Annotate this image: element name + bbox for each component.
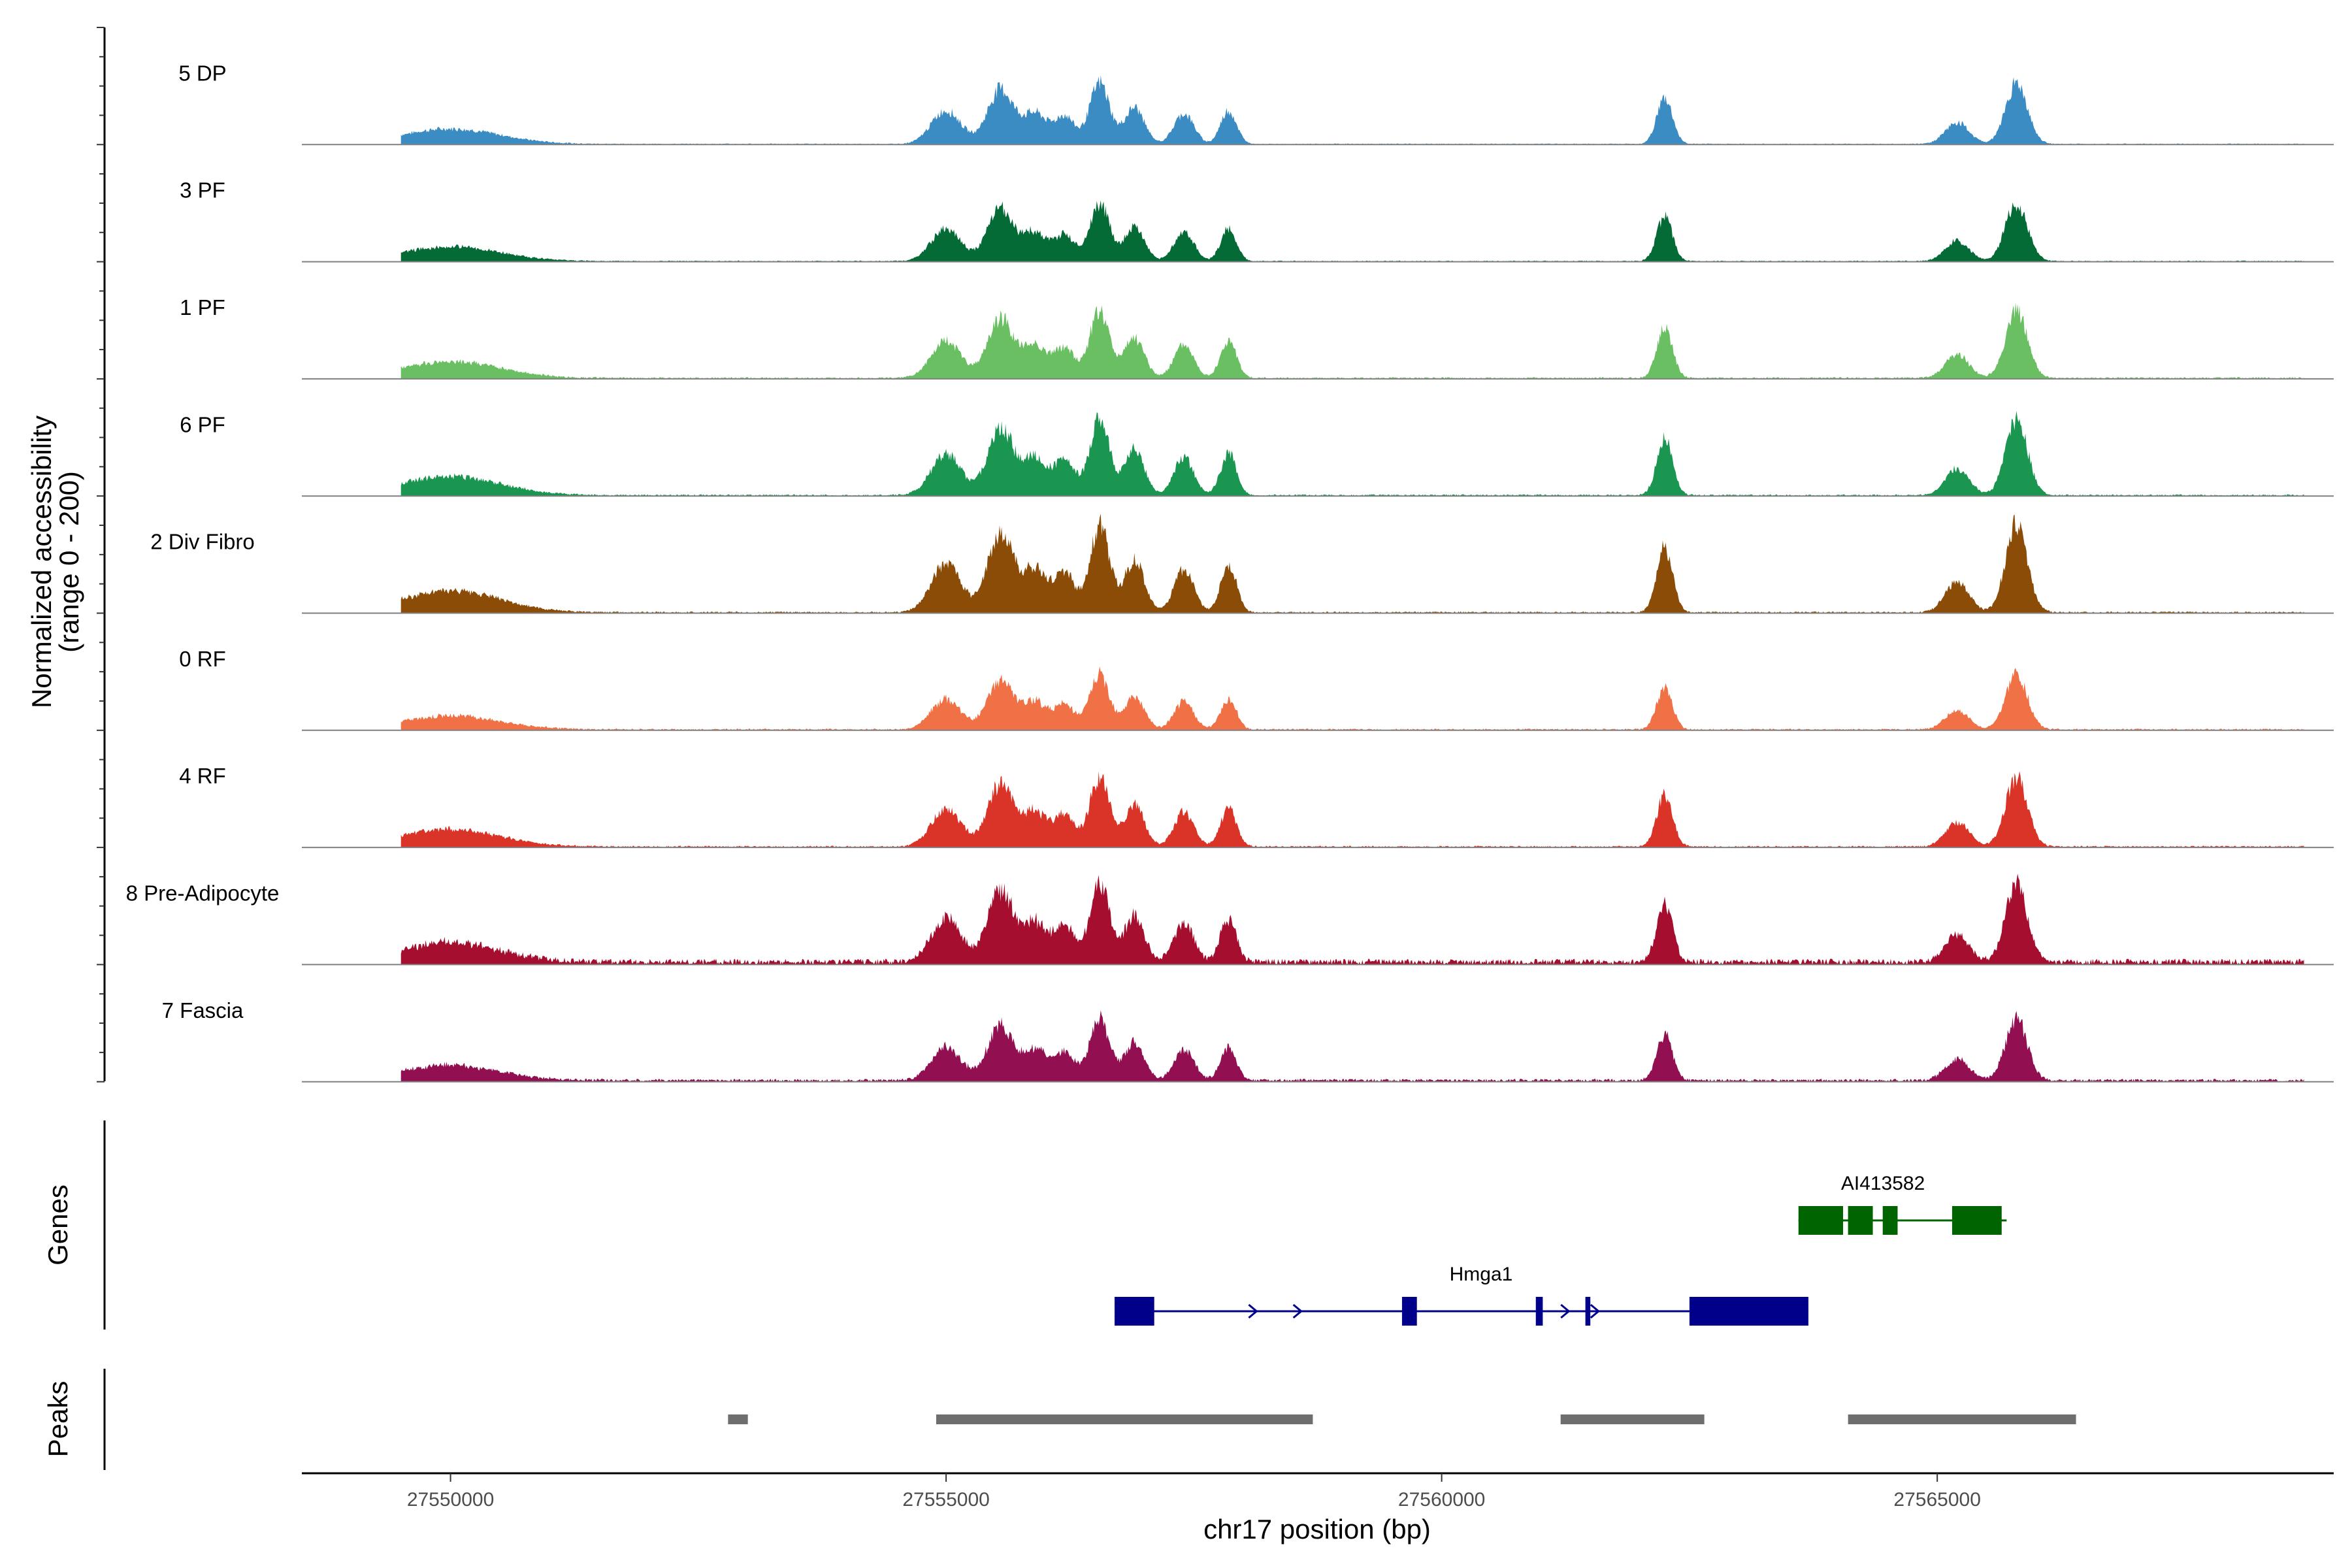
track-label-6-pf: 6 PF	[180, 412, 225, 436]
x-axis-title: chr17 position (bp)	[1203, 1514, 1431, 1544]
peak-region	[1560, 1414, 1705, 1424]
y-axis-range-label: (range 0 - 200)	[54, 471, 84, 653]
genes-track-label: Genes	[42, 1184, 73, 1266]
coverage-area-4-rf	[400, 771, 2304, 848]
x-tick-label: 27550000	[407, 1489, 494, 1511]
coverage-y-ticks	[97, 27, 105, 1083]
track-label-0-rf: 0 RF	[179, 647, 226, 671]
coverage-area-0-rf	[400, 666, 2304, 730]
coverage-area-7-fascia	[400, 1010, 2304, 1082]
track-label-8-pre-adipocyte: 8 Pre-Adipocyte	[126, 881, 280, 906]
coverage-area-8-pre-adipocyte	[400, 874, 2304, 965]
gene-label-hmga1: Hmga1	[1450, 1264, 1513, 1285]
strand-arrow	[1248, 1303, 1258, 1319]
gene-exon	[1798, 1206, 1844, 1235]
strand-arrow	[1560, 1303, 1571, 1319]
coverage-area-1-pf	[400, 302, 2304, 379]
y-axis-title: Normalized accessibility	[26, 416, 57, 708]
x-tick-label: 27555000	[902, 1489, 989, 1511]
track-label-4-rf: 4 RF	[179, 764, 226, 788]
gene-exon	[1535, 1297, 1543, 1326]
peak-region	[1848, 1414, 2076, 1424]
x-tick-label: 27560000	[1398, 1489, 1485, 1511]
genes-track: AI413582 Hmga1	[1114, 1173, 2007, 1326]
coverage-area-5-dp	[400, 75, 2304, 145]
gene-exon	[1115, 1297, 1154, 1326]
strand-arrow	[1590, 1303, 1601, 1319]
gene-exon	[1848, 1206, 1873, 1235]
track-label-3-pf: 3 PF	[180, 178, 225, 203]
track-label-5-dp: 5 DP	[178, 61, 226, 85]
gene-exon	[1689, 1297, 1808, 1326]
peaks-track	[728, 1414, 2076, 1424]
gene-exon	[1585, 1297, 1591, 1326]
track-label-7-fascia: 7 Fascia	[162, 998, 244, 1022]
gene-ai413582: AI413582	[1798, 1173, 2007, 1235]
track-label-2-div-fibro: 2 Div Fibro	[150, 530, 255, 554]
x-axis-ticks: 27550000 27555000 27560000 27565000	[407, 1473, 1981, 1511]
peak-region	[728, 1414, 748, 1424]
gene-label-ai413582: AI413582	[1841, 1173, 1925, 1194]
peaks-track-label: Peaks	[42, 1381, 73, 1458]
gene-hmga1: Hmga1	[1114, 1264, 1808, 1326]
gene-exon	[1882, 1206, 1898, 1235]
x-tick-label: 27565000	[1893, 1489, 1980, 1511]
coverage-area-6-pf	[400, 411, 2304, 497]
peak-region	[936, 1414, 1313, 1424]
coverage-tracks: 5 DP 3 PF 1 PF 6 PF 2 Div Fibro 0 RF 4 RF 8 Pre…	[126, 61, 2334, 1083]
track-label-1-pf: 1 PF	[180, 295, 225, 319]
strand-arrow	[1292, 1303, 1303, 1319]
coverage-area-2-div-fibro	[400, 514, 2304, 613]
gene-exon	[1952, 1206, 2002, 1235]
coverage-area-3-pf	[400, 200, 2304, 262]
gene-exon	[1401, 1297, 1417, 1326]
